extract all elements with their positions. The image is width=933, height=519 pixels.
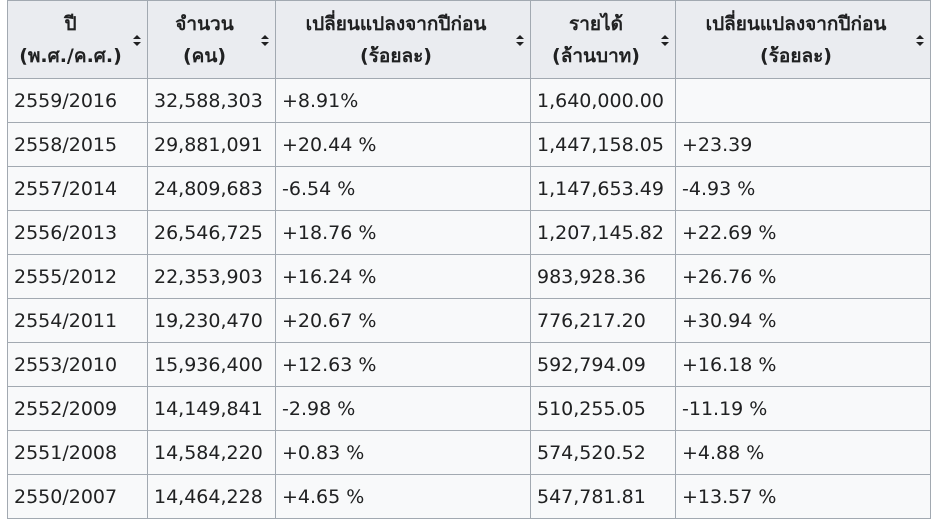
table-head: ปี (พ.ศ./ค.ศ.) จำนวน (คน) เปลี่ยนแปลงจากปีก่… [7, 0, 931, 79]
table-row: 2558/2015 29,881,091 +20.44 % 1,447,158.05 +… [7, 122, 931, 167]
table-cell: 574,520.52 [530, 430, 676, 475]
table-cell: +16.24 % [275, 254, 531, 299]
sortable-header[interactable]: เปลี่ยนแปลงจากปีก่อน (ร้อยละ) [275, 0, 531, 79]
table-body: 2559/2016 32,588,303 +8.91% 1,640,000.00 255… [7, 78, 931, 519]
table-row: 2557/2014 24,809,683 -6.54 % 1,147,653.49 -4… [7, 166, 931, 211]
header-line: (ร้อยละ) [360, 44, 432, 67]
table-row: 2556/2013 26,546,725 +18.76 % 1,207,145.82 +… [7, 210, 931, 255]
table-cell: 14,149,841 [147, 386, 276, 431]
header-line: เปลี่ยนแปลงจากปีก่อน [705, 12, 887, 35]
table-cell: 26,546,725 [147, 210, 276, 255]
sortable-header[interactable]: จำนวน (คน) [147, 0, 276, 79]
table-cell: 29,881,091 [147, 122, 276, 167]
table-row: 2554/2011 19,230,470 +20.67 % 776,217.20 +30… [7, 298, 931, 343]
header-line: (คน) [182, 44, 227, 67]
table-cell: 510,255.05 [530, 386, 676, 431]
header-line: (ล้านบาท) [552, 44, 640, 67]
table-cell: 1,447,158.05 [530, 122, 676, 167]
table-cell: +4.65 % [275, 474, 531, 519]
table-cell: +26.76 % [675, 254, 931, 299]
header-line: (พ.ศ./ค.ศ.) [19, 44, 122, 67]
table-cell: 19,230,470 [147, 298, 276, 343]
table-cell: 22,353,903 [147, 254, 276, 299]
header-line: รายได้ [569, 12, 623, 35]
table-cell: +20.67 % [275, 298, 531, 343]
table-row: 2559/2016 32,588,303 +8.91% 1,640,000.00 [7, 78, 931, 123]
table-cell: +22.69 % [675, 210, 931, 255]
table-cell: 776,217.20 [530, 298, 676, 343]
table-cell: 14,584,220 [147, 430, 276, 475]
table-cell [675, 78, 931, 123]
header-line: จำนวน [175, 12, 234, 35]
table-row: 2553/2010 15,936,400 +12.63 % 592,794.09 +16… [7, 342, 931, 387]
table-cell: 2555/2012 [7, 254, 148, 299]
table-cell: +0.83 % [275, 430, 531, 475]
sort-icon[interactable] [915, 34, 925, 47]
table-cell: 2552/2009 [7, 386, 148, 431]
data-table: ปี (พ.ศ./ค.ศ.) จำนวน (คน) เปลี่ยนแปลงจากปีก่… [7, 0, 931, 519]
sortable-header[interactable]: เปลี่ยนแปลงจากปีก่อน (ร้อยละ) [675, 0, 931, 79]
sortable-header[interactable]: รายได้ (ล้านบาท) [530, 0, 676, 79]
table-cell: 983,928.36 [530, 254, 676, 299]
table-cell: 24,809,683 [147, 166, 276, 211]
table-row: 2550/2007 14,464,228 +4.65 % 547,781.81 +13.… [7, 474, 931, 519]
header-line: ปี [64, 12, 77, 35]
table-cell: +20.44 % [275, 122, 531, 167]
header-line: (ร้อยละ) [760, 44, 832, 67]
table-cell: 2551/2008 [7, 430, 148, 475]
table-cell: +4.88 % [675, 430, 931, 475]
table-row: 2555/2012 22,353,903 +16.24 % 983,928.36 +26… [7, 254, 931, 299]
table-cell: +8.91% [275, 78, 531, 123]
sort-icon[interactable] [132, 34, 142, 47]
table-cell: -2.98 % [275, 386, 531, 431]
table-cell: 2558/2015 [7, 122, 148, 167]
table-cell: -4.93 % [675, 166, 931, 211]
sort-icon[interactable] [260, 34, 270, 47]
table-cell: +12.63 % [275, 342, 531, 387]
table-cell: 1,640,000.00 [530, 78, 676, 123]
table-cell: +18.76 % [275, 210, 531, 255]
header-line: เปลี่ยนแปลงจากปีก่อน [305, 12, 487, 35]
table-cell: +23.39 [675, 122, 931, 167]
table-cell: +13.57 % [675, 474, 931, 519]
table-row: 2551/2008 14,584,220 +0.83 % 574,520.52 +4.8… [7, 430, 931, 475]
table-cell: 15,936,400 [147, 342, 276, 387]
table-cell: +16.18 % [675, 342, 931, 387]
sort-icon[interactable] [660, 34, 670, 47]
table-cell: +30.94 % [675, 298, 931, 343]
table-cell: 2556/2013 [7, 210, 148, 255]
table-cell: 2550/2007 [7, 474, 148, 519]
table-cell: 2557/2014 [7, 166, 148, 211]
table-cell: 2553/2010 [7, 342, 148, 387]
table-cell: 2559/2016 [7, 78, 148, 123]
sort-icon[interactable] [515, 34, 525, 47]
table-cell: 14,464,228 [147, 474, 276, 519]
table-row: 2552/2009 14,149,841 -2.98 % 510,255.05 -11.… [7, 386, 931, 431]
table-cell: -6.54 % [275, 166, 531, 211]
table-cell: 592,794.09 [530, 342, 676, 387]
sortable-header[interactable]: ปี (พ.ศ./ค.ศ.) [7, 0, 148, 79]
table-cell: -11.19 % [675, 386, 931, 431]
table-cell: 547,781.81 [530, 474, 676, 519]
table-cell: 1,207,145.82 [530, 210, 676, 255]
header-row: ปี (พ.ศ./ค.ศ.) จำนวน (คน) เปลี่ยนแปลงจากปีก่… [7, 0, 931, 79]
table-cell: 1,147,653.49 [530, 166, 676, 211]
table-cell: 32,588,303 [147, 78, 276, 123]
table-cell: 2554/2011 [7, 298, 148, 343]
